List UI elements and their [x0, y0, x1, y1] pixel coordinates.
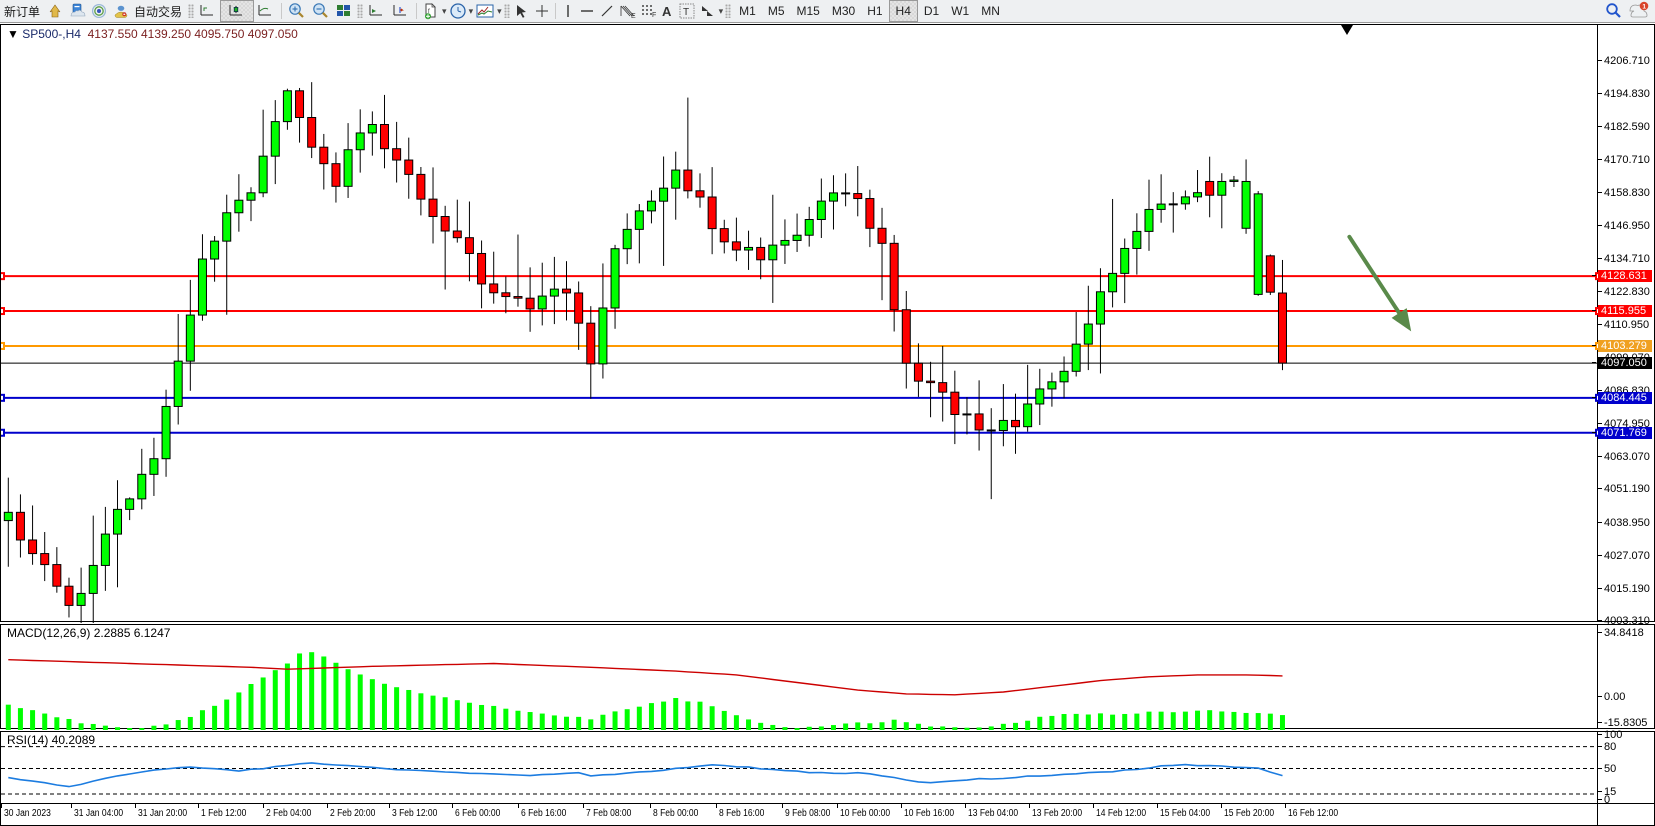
svg-text:1: 1: [1642, 3, 1646, 10]
svg-text:A: A: [662, 4, 672, 19]
svg-text:F: F: [652, 12, 656, 18]
svg-text:T: T: [683, 7, 689, 18]
svg-text:E: E: [631, 13, 636, 19]
